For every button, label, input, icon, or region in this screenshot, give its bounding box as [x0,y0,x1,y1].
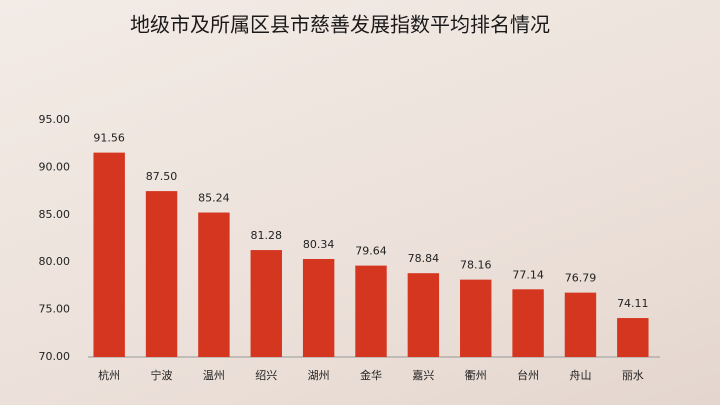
bar [355,265,387,357]
x-tick-label: 丽水 [622,369,644,382]
bar [460,279,492,357]
value-label: 85.24 [198,192,230,205]
x-tick-label: 嘉兴 [412,368,434,382]
y-tick-label: 90.00 [39,160,71,173]
y-tick-label: 80.00 [39,255,71,268]
y-tick-label: 85.00 [39,208,71,221]
y-tick-label: 75.00 [39,303,71,316]
value-label: 78.16 [460,259,492,272]
bar [564,292,597,357]
x-tick-label: 台州 [517,368,539,382]
bar [407,273,440,357]
x-tick-label: 杭州 [98,368,120,382]
value-label: 76.79 [565,272,597,285]
value-label: 81.28 [251,229,283,242]
x-tick-label: 金华 [360,368,382,382]
value-label: 87.50 [146,170,178,183]
x-tick-label: 舟山 [569,368,591,382]
y-tick-label: 95.00 [39,113,71,126]
value-label: 80.34 [303,238,335,251]
value-label: 77.14 [512,268,544,281]
bar [512,289,544,357]
x-tick-label: 绍兴 [255,368,277,382]
value-label: 78.84 [408,252,440,265]
bar [145,191,178,357]
bar [250,250,282,357]
bar [93,152,125,357]
x-tick-label: 衢州 [465,369,487,382]
bar [198,212,230,357]
bar [302,258,335,357]
x-tick-label: 湖州 [308,369,330,382]
x-tick-label: 宁波 [151,368,173,382]
value-label: 74.11 [617,297,649,310]
x-tick-label: 温州 [203,369,225,382]
value-label: 79.64 [355,245,387,258]
bar [617,318,649,357]
value-label: 91.56 [93,132,125,145]
y-tick-label: 70.00 [39,350,71,363]
chart-title: 地级市及所属区县市慈善发展指数平均排名情况 [130,13,550,37]
